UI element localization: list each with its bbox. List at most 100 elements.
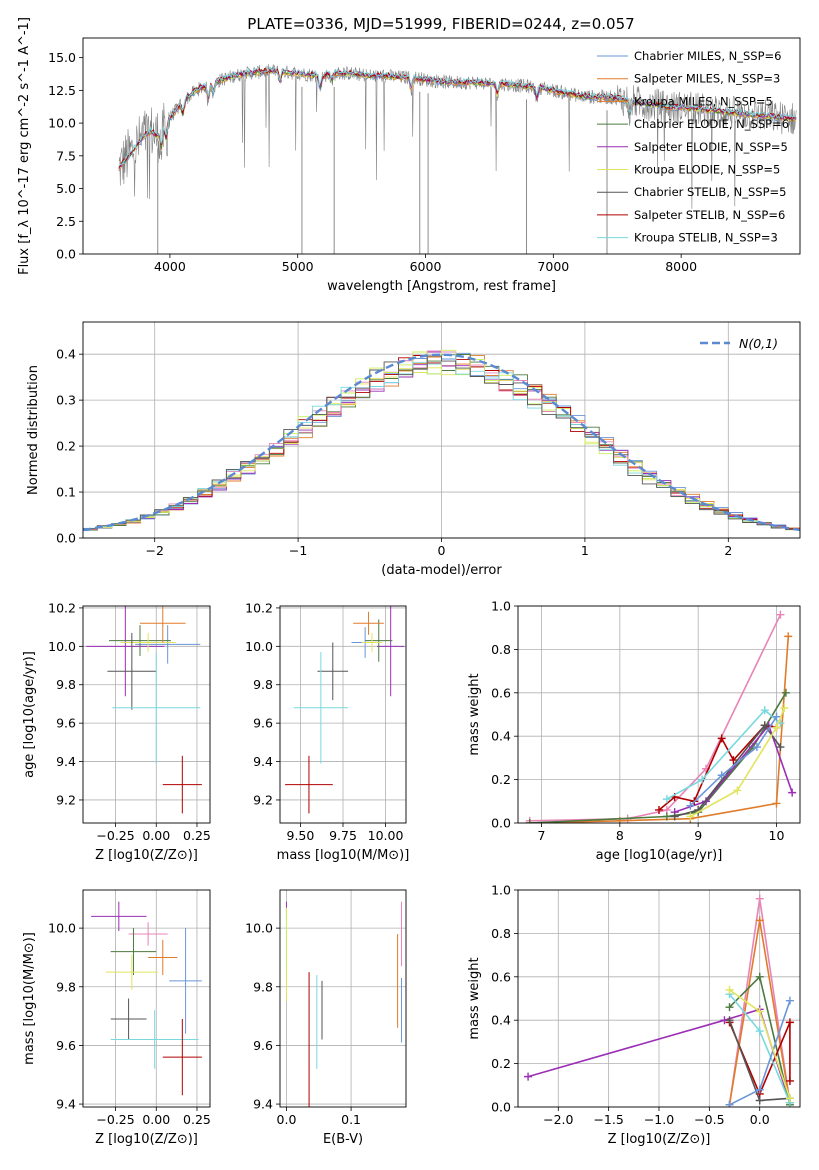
y-tick-label: 5.0 — [56, 181, 76, 196]
legend-label: Salpeter MILES, N_SSP=3 — [634, 72, 780, 86]
weight-point — [755, 916, 764, 925]
x-tick-label: 10.00 — [368, 828, 404, 843]
x-tick-label: 9 — [694, 828, 702, 843]
weight-point — [780, 703, 789, 712]
x-tick-label: 8000 — [665, 259, 697, 274]
y-tick-label: 0.2 — [491, 1056, 511, 1071]
x-axis-label: wavelength [Angstrom, rest frame] — [327, 279, 556, 294]
weight-series-line — [689, 716, 778, 807]
y-tick-label: 9.8 — [253, 979, 273, 994]
y-tick-label: 0.1 — [56, 485, 76, 500]
weight-point — [729, 756, 738, 765]
y-tick-label: 2.5 — [56, 214, 76, 229]
y-tick-label: 9.4 — [56, 754, 76, 769]
x-tick-label: 0.0 — [750, 1112, 770, 1127]
x-axis-label: mass [log10(M/M⊙)] — [277, 848, 410, 863]
y-tick-label: 0.0 — [491, 1100, 511, 1115]
weight-point — [670, 812, 679, 821]
y-tick-label: 7.5 — [56, 148, 76, 163]
normal-curve — [83, 353, 800, 532]
x-tick-label: 0 — [438, 543, 446, 558]
weight-point — [725, 1003, 734, 1012]
y-tick-label: 0.2 — [56, 439, 76, 454]
legend-label: Salpeter ELODIE, N_SSP=5 — [634, 140, 788, 154]
weight-point — [781, 688, 790, 697]
x-tick-label: −0.5 — [694, 1112, 724, 1127]
x-tick-label: 9.50 — [287, 828, 315, 843]
weight-point — [772, 799, 781, 808]
weight-vs-age-panel: 7 8 9 10 0.0 0.2 0.4 0.6 0.8 1.0 age [log10(age/yr… — [467, 599, 801, 863]
y-tick-label: 10.0 — [48, 116, 76, 131]
x-tick-label: 5000 — [282, 259, 314, 274]
grid-lines — [518, 889, 800, 1108]
x-tick-label: 0.0 — [277, 1112, 297, 1127]
x-tick-label: −1.0 — [644, 1112, 674, 1127]
x-tick-label: 0.00 — [142, 828, 170, 843]
y-tick-label: 0.0 — [491, 816, 511, 831]
y-tick-label: 9.6 — [56, 716, 76, 731]
legend-label: Chabrier STELIB, N_SSP=5 — [634, 185, 786, 199]
plot-area — [285, 901, 402, 1107]
weight-point — [725, 1016, 734, 1025]
weight-point — [755, 1096, 764, 1105]
plot-area — [91, 901, 202, 1096]
weight-point — [686, 812, 695, 821]
y-tick-label: 10.2 — [48, 600, 76, 615]
y-tick-label: 9.8 — [56, 677, 76, 692]
weight-point — [725, 1100, 734, 1107]
y-tick-label: 0.4 — [56, 347, 76, 362]
legend-label: Kroupa STELIB, N_SSP=3 — [634, 231, 778, 245]
figure-title: PLATE=0336, MJD=51999, FIBERID=0244, z=0… — [247, 15, 634, 33]
weight-point — [784, 632, 793, 641]
legend-label: N(0,1) — [739, 336, 778, 351]
y-tick-label: 9.4 — [253, 754, 273, 769]
weight-point — [733, 786, 742, 795]
y-tick-label: 0.8 — [491, 926, 511, 941]
weight-point — [785, 1094, 794, 1103]
y-tick-label: 9.4 — [253, 1097, 273, 1112]
y-tick-label: 9.6 — [253, 716, 273, 731]
x-tick-label: 8 — [616, 828, 624, 843]
x-tick-label: 2 — [724, 543, 732, 558]
plot-area — [83, 349, 800, 533]
weight-point — [755, 1085, 764, 1094]
x-tick-label: 0.25 — [183, 828, 211, 843]
axes-frame — [279, 889, 407, 1108]
weight-point — [655, 805, 663, 814]
axes-frame — [517, 605, 801, 824]
x-tick-label: 0.00 — [142, 1112, 170, 1127]
weight-point — [752, 743, 761, 752]
model-spectrum-line — [118, 66, 797, 166]
weight-point — [698, 775, 707, 784]
legend-label: Chabrier MILES, N_SSP=6 — [634, 49, 781, 63]
age-vs-mass-panel: 9.50 9.75 10.00 9.2 9.4 9.6 9.8 10.0 10.2 mass [l… — [245, 600, 410, 863]
x-tick-label: −2.0 — [543, 1112, 573, 1127]
x-tick-label: −1.5 — [593, 1112, 623, 1127]
legend-label: Chabrier ELODIE, N_SSP=6 — [634, 117, 789, 131]
weight-point — [785, 996, 794, 1005]
weight-point — [725, 985, 734, 994]
grid-lines — [83, 890, 210, 1107]
weight-point — [772, 712, 781, 721]
x-tick-label: −0.25 — [96, 828, 134, 843]
y-tick-label: 9.2 — [56, 792, 76, 807]
weight-point — [772, 723, 781, 732]
y-tick-label: 0.0 — [56, 247, 76, 262]
x-axis-label: age [log10(age/yr)] — [596, 848, 723, 863]
plot-area — [524, 894, 794, 1107]
weight-point — [755, 972, 764, 981]
axes-frame — [82, 37, 801, 255]
weight-point — [785, 1018, 794, 1027]
weight-point — [755, 894, 764, 903]
y-tick-label: 10.0 — [48, 921, 76, 936]
plot-area — [118, 64, 797, 254]
plot-area — [86, 606, 202, 814]
age-vs-metallicity-panel: −0.25 0.00 0.25 9.2 9.4 9.6 9.8 10.0 10.2 Z [log1… — [22, 600, 211, 863]
residual-histogram — [83, 355, 800, 533]
y-tick-label: 10.0 — [48, 639, 76, 654]
y-tick-label: 0.3 — [56, 393, 76, 408]
y-tick-label: 0.4 — [491, 729, 511, 744]
weight-series-line — [689, 707, 786, 818]
axes-frame — [279, 605, 407, 824]
